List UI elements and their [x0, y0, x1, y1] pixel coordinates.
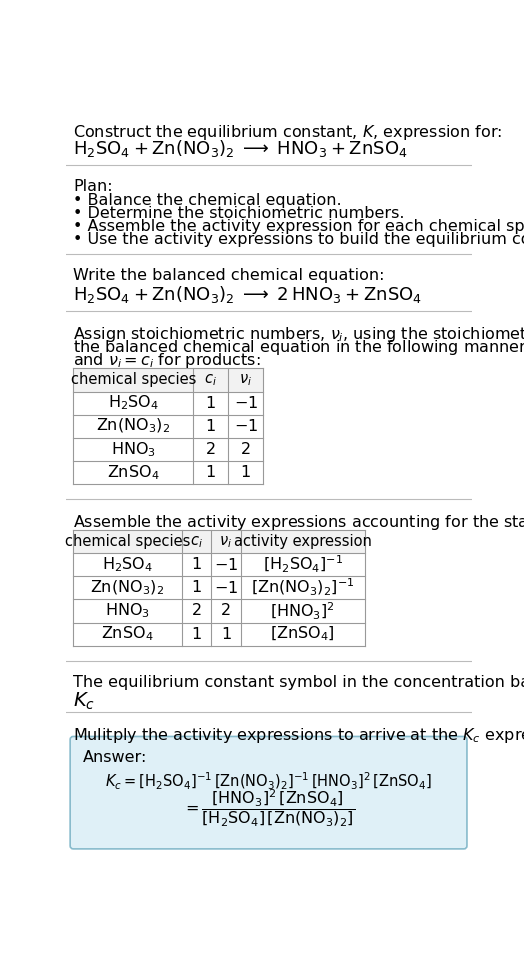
Text: $\mathrm{ZnSO_4}$: $\mathrm{ZnSO_4}$ — [107, 463, 159, 481]
Text: $\mathrm{H_2SO_4 + Zn(NO_3)_2 \;\longrightarrow\; HNO_3 + ZnSO_4}$: $\mathrm{H_2SO_4 + Zn(NO_3)_2 \;\longrig… — [73, 138, 408, 159]
Text: $\mathrm{Zn(NO_3)_2}$: $\mathrm{Zn(NO_3)_2}$ — [91, 578, 165, 597]
Text: 1: 1 — [191, 626, 202, 642]
Text: 1: 1 — [206, 465, 216, 480]
Text: • Determine the stoichiometric numbers.: • Determine the stoichiometric numbers. — [73, 206, 405, 221]
Text: Plan:: Plan: — [73, 179, 113, 194]
Text: Mulitply the activity expressions to arrive at the $K_c$ expression:: Mulitply the activity expressions to arr… — [73, 726, 524, 745]
Text: $-1$: $-1$ — [214, 580, 238, 596]
Text: 2: 2 — [206, 442, 216, 456]
Text: $\mathrm{H_2SO_4 + Zn(NO_3)_2 \;\longrightarrow\; 2\,HNO_3 + ZnSO_4}$: $\mathrm{H_2SO_4 + Zn(NO_3)_2 \;\longrig… — [73, 284, 422, 305]
Text: $[\mathrm{Zn(NO_3)_2}]^{-1}$: $[\mathrm{Zn(NO_3)_2}]^{-1}$ — [251, 577, 354, 598]
Text: 2: 2 — [221, 603, 231, 619]
Text: Answer:: Answer: — [83, 750, 147, 765]
Text: 1: 1 — [191, 557, 202, 573]
Bar — [73, 368, 263, 391]
Text: $\mathrm{H_2SO_4}$: $\mathrm{H_2SO_4}$ — [102, 555, 153, 574]
Text: $[\mathrm{H_2SO_4}]^{-1}$: $[\mathrm{H_2SO_4}]^{-1}$ — [263, 554, 343, 575]
Text: 2: 2 — [191, 603, 202, 619]
Text: $K_c$: $K_c$ — [73, 690, 95, 712]
Text: the balanced chemical equation in the following manner: $\nu_i = -c_i$ for react: the balanced chemical equation in the fo… — [73, 338, 524, 357]
Text: $K_c = [\mathrm{H_2SO_4}]^{-1}\,[\mathrm{Zn(NO_3)_2}]^{-1}\,[\mathrm{HNO_3}]^{2}: $K_c = [\mathrm{H_2SO_4}]^{-1}\,[\mathrm… — [105, 771, 432, 792]
Text: Assemble the activity expressions accounting for the state of matter and $\nu_i$: Assemble the activity expressions accoun… — [73, 513, 524, 532]
Text: chemical species: chemical species — [65, 534, 190, 550]
Text: Assign stoichiometric numbers, $\nu_i$, using the stoichiometric coefficients, $: Assign stoichiometric numbers, $\nu_i$, … — [73, 324, 524, 343]
Text: • Balance the chemical equation.: • Balance the chemical equation. — [73, 193, 342, 208]
Text: $\mathrm{HNO_3}$: $\mathrm{HNO_3}$ — [111, 440, 156, 458]
Text: 1: 1 — [221, 626, 231, 642]
Text: chemical species: chemical species — [71, 372, 196, 387]
Text: $\nu_i$: $\nu_i$ — [220, 534, 233, 550]
Text: $\mathrm{HNO_3}$: $\mathrm{HNO_3}$ — [105, 601, 150, 620]
Text: 1: 1 — [206, 395, 216, 410]
Text: activity expression: activity expression — [234, 534, 372, 550]
Text: $= \dfrac{[\mathrm{HNO_3}]^{2}\,[\mathrm{ZnSO_4}]}{[\mathrm{H_2SO_4}]\,[\mathrm{: $= \dfrac{[\mathrm{HNO_3}]^{2}\,[\mathrm… — [182, 788, 355, 830]
Text: $\nu_i$: $\nu_i$ — [239, 372, 252, 387]
Text: $-1$: $-1$ — [234, 395, 258, 411]
Text: $[\mathrm{ZnSO_4}]$: $[\mathrm{ZnSO_4}]$ — [270, 625, 335, 643]
Text: $c_i$: $c_i$ — [190, 534, 203, 550]
Text: • Assemble the activity expression for each chemical species.: • Assemble the activity expression for e… — [73, 219, 524, 234]
Text: Write the balanced chemical equation:: Write the balanced chemical equation: — [73, 269, 385, 283]
Text: $\mathrm{Zn(NO_3)_2}$: $\mathrm{Zn(NO_3)_2}$ — [96, 417, 170, 435]
Text: The equilibrium constant symbol in the concentration basis is:: The equilibrium constant symbol in the c… — [73, 675, 524, 690]
Bar — [73, 530, 365, 553]
Text: • Use the activity expressions to build the equilibrium constant expression.: • Use the activity expressions to build … — [73, 232, 524, 247]
Text: Construct the equilibrium constant, $K$, expression for:: Construct the equilibrium constant, $K$,… — [73, 123, 503, 142]
Text: $[\mathrm{HNO_3}]^{2}$: $[\mathrm{HNO_3}]^{2}$ — [270, 600, 335, 621]
Text: 1: 1 — [191, 580, 202, 596]
Text: $\mathrm{ZnSO_4}$: $\mathrm{ZnSO_4}$ — [101, 624, 154, 643]
Text: $\mathrm{H_2SO_4}$: $\mathrm{H_2SO_4}$ — [108, 394, 159, 412]
Text: $-1$: $-1$ — [214, 557, 238, 573]
Text: 2: 2 — [241, 442, 251, 456]
Text: and $\nu_i = c_i$ for products:: and $\nu_i = c_i$ for products: — [73, 351, 261, 370]
Text: $-1$: $-1$ — [234, 418, 258, 434]
Text: 1: 1 — [206, 419, 216, 433]
Text: $c_i$: $c_i$ — [204, 372, 217, 387]
FancyBboxPatch shape — [70, 737, 467, 849]
Text: 1: 1 — [241, 465, 251, 480]
